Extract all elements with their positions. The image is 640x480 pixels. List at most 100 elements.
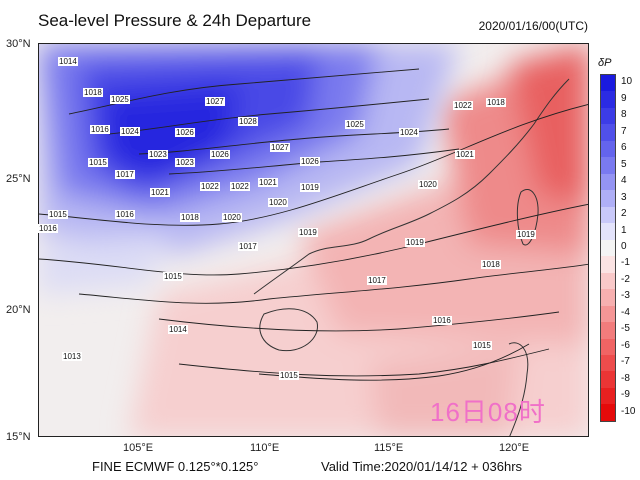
pressure-map (38, 43, 589, 437)
colorbar-tick-label: 10 (621, 76, 633, 88)
colorbar-segment (601, 206, 615, 224)
colorbar-tick-label: -2 (621, 273, 630, 285)
colorbar-tick-label: -9 (621, 389, 630, 401)
cold-departure-field (39, 44, 459, 294)
colorbar-segment (601, 272, 615, 290)
isobar-label: 1015 (88, 158, 108, 167)
colorbar-tick-label: -7 (621, 356, 630, 368)
colorbar-segment (601, 404, 615, 421)
isobar-label: 1020 (268, 198, 288, 207)
isobar-label: 1021 (258, 178, 278, 187)
colorbar-segment (601, 173, 615, 191)
colorbar-tick-label: 8 (621, 109, 627, 121)
colorbar-tick-label: 7 (621, 125, 627, 137)
isobar-label: 1026 (300, 157, 320, 166)
isobar-label: 1019 (516, 230, 536, 239)
isobar-label: 1015 (163, 272, 183, 281)
lat-label-30n: 30°N (6, 38, 31, 50)
model-resolution: FINE ECMWF 0.125°*0.125° (92, 459, 259, 474)
colorbar-segment (601, 305, 615, 323)
isobar-label: 1016 (90, 125, 110, 134)
colorbar-segment (601, 140, 615, 158)
colorbar-segment (601, 239, 615, 257)
colorbar (600, 74, 616, 422)
map-title: Sea-level Pressure & 24h Departure (38, 11, 312, 30)
pressure-map-svg (39, 44, 588, 436)
colorbar-tick-label: 9 (621, 92, 627, 104)
colorbar-tick-label: -4 (621, 306, 630, 318)
forecast-time-stamp: 16日08时 (430, 397, 546, 427)
colorbar-segment (601, 289, 615, 306)
colorbar-tick-label: 4 (621, 175, 627, 187)
colorbar-segment (601, 190, 615, 207)
isobar-label: 1026 (175, 128, 195, 137)
isobar-label: 1025 (110, 95, 130, 104)
colorbar-tick-label: 5 (621, 158, 627, 170)
colorbar-tick-label: -8 (621, 372, 630, 384)
isobar-label: 1015 (472, 341, 492, 350)
colorbar-segment (601, 371, 615, 388)
isobar-label: 1026 (210, 150, 230, 159)
colorbar-segment (601, 91, 615, 108)
isobar-label: 1018 (486, 98, 506, 107)
lon-label-115e: 115°E (374, 442, 404, 454)
isobar-label: 1027 (205, 97, 225, 106)
coastline (253, 78, 570, 295)
colorbar-tick-label: -10 (621, 405, 636, 417)
colorbar-segment (601, 223, 615, 240)
colorbar-segment (601, 75, 615, 92)
isobar-label: 1019 (298, 228, 318, 237)
colorbar-tick-label: -1 (621, 257, 630, 269)
isobar-label: 1021 (455, 150, 475, 159)
colorbar-segment (601, 354, 615, 372)
isobar-label: 1021 (150, 188, 170, 197)
colorbar-segment (601, 124, 615, 141)
isobar-label: 1018 (83, 88, 103, 97)
isobar-label: 1022 (453, 101, 473, 110)
colorbar-segment (601, 387, 615, 405)
isobar-label: 1023 (148, 150, 168, 159)
warm-departure-field (129, 44, 588, 436)
colorbar-title: δP (598, 57, 612, 69)
isobar-label: 1017 (367, 276, 387, 285)
isobar-label: 1020 (222, 213, 242, 222)
isobar-label: 1022 (200, 182, 220, 191)
colorbar-tick-label: 1 (621, 224, 627, 236)
isobar-label: 1016 (432, 316, 452, 325)
lon-label-120e: 120°E (499, 442, 530, 454)
isobar-label: 1014 (168, 325, 188, 334)
lon-label-105e: 105°E (123, 442, 154, 454)
lat-label-25n: 25°N (6, 173, 31, 185)
isobar-label: 1023 (175, 158, 195, 167)
isobar-label: 1027 (270, 143, 290, 152)
colorbar-tick-label: 6 (621, 142, 627, 154)
colorbar-tick-label: 0 (621, 241, 627, 252)
colorbar-segment (601, 338, 615, 355)
isobar-label: 1018 (180, 213, 200, 222)
colorbar-segment (601, 107, 615, 125)
isobar-label: 1014 (58, 57, 78, 66)
colorbar-segment (601, 157, 615, 174)
isobar-label: 1028 (238, 117, 258, 126)
colorbar-tick-label: -6 (621, 339, 630, 351)
colorbar-tick-label: -3 (621, 290, 630, 302)
isobar-label: 1024 (399, 128, 419, 137)
isobar-label: 1019 (300, 183, 320, 192)
isobar-label: 1020 (418, 180, 438, 189)
valid-time: Valid Time:2020/01/14/12 + 036hrs (321, 459, 523, 474)
colorbar-tick-label: -5 (621, 323, 630, 335)
isobar-label: 1019 (405, 238, 425, 247)
isobar-label: 1013 (62, 352, 82, 361)
lon-label-110e: 110°E (250, 442, 280, 454)
isobar-label: 1016 (115, 210, 135, 219)
isobar-label: 1017 (115, 170, 135, 179)
isobar-label: 1018 (481, 260, 501, 269)
lat-label-15n: 15°N (6, 431, 31, 443)
colorbar-segment (601, 256, 615, 273)
isobar-label: 1015 (48, 210, 68, 219)
isobar-label: 1015 (279, 371, 299, 380)
valid-datetime: 2020/01/16/00(UTC) (478, 19, 588, 33)
luzon-coast (508, 342, 529, 436)
colorbar-tick-label: 2 (621, 208, 627, 220)
isobar-label: 1022 (230, 182, 250, 191)
